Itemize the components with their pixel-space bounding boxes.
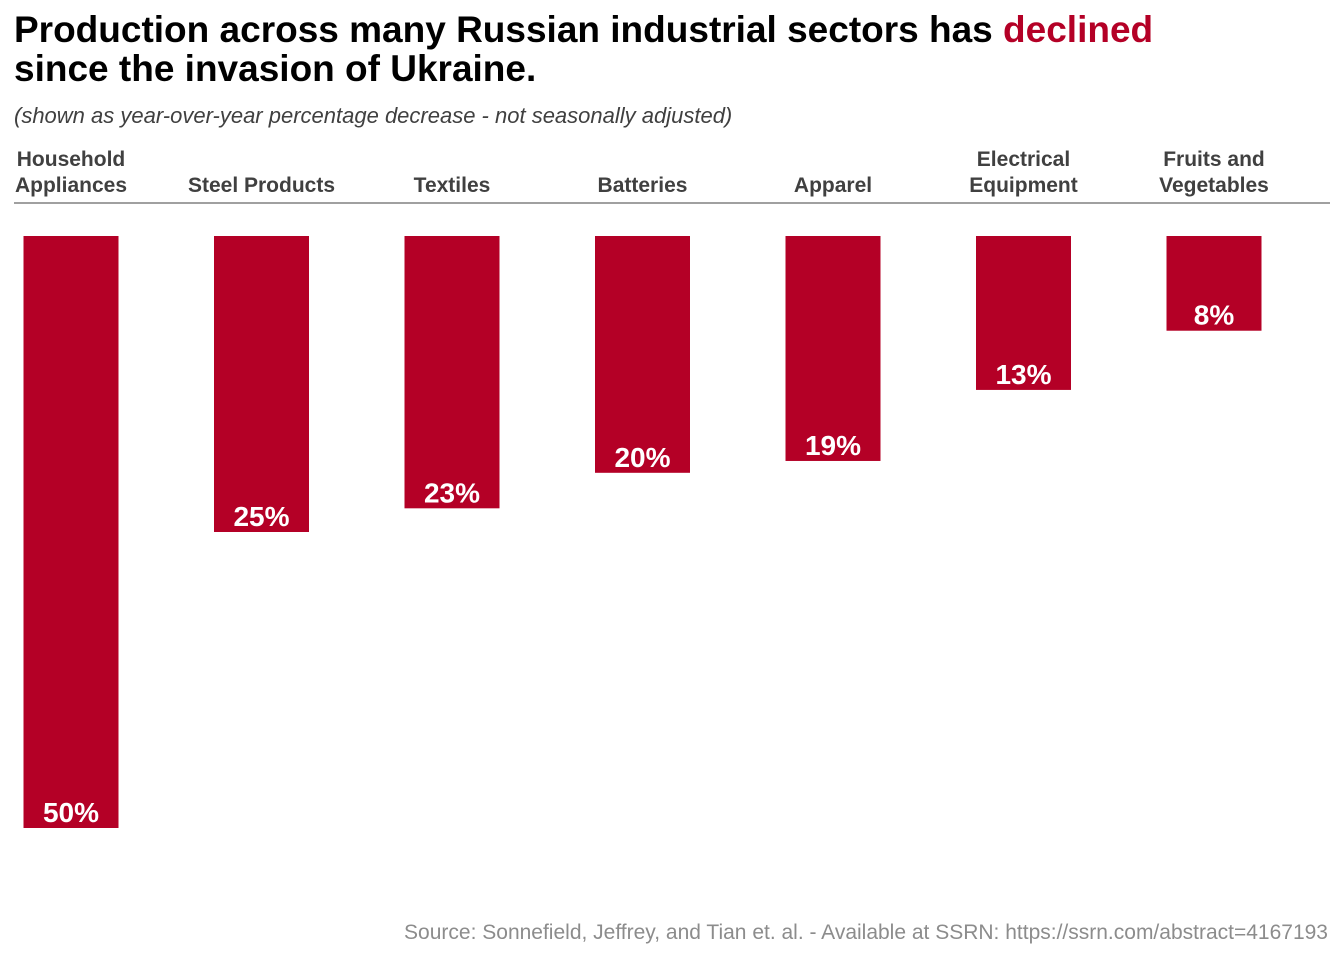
bar — [976, 236, 1071, 390]
category-label: Textiles — [414, 174, 491, 197]
bar — [214, 236, 309, 532]
source-note: Source: Sonnefield, Jeffrey, and Tian et… — [404, 921, 1328, 944]
chart-subtitle: (shown as year-over-year percentage decr… — [14, 103, 733, 128]
value-label: 50% — [43, 797, 99, 828]
bar — [1166, 236, 1262, 331]
category-label: Fruits and — [1163, 148, 1265, 171]
bar — [23, 236, 119, 828]
category-label: Batteries — [598, 174, 688, 197]
value-label: 13% — [995, 359, 1051, 390]
category-label: Steel Products — [188, 174, 335, 197]
title-part1: Production across many Russian industria… — [14, 9, 1004, 50]
value-label: 23% — [424, 477, 480, 508]
category-label: Vegetables — [1159, 174, 1269, 197]
title-part2: since the invasion of Ukraine. — [14, 48, 537, 89]
value-label: 19% — [805, 430, 861, 461]
bar-chart: Household Appliances 50% Steel Products 25% T… — [14, 148, 1330, 828]
category-label: Equipment — [969, 174, 1078, 197]
category-label: Apparel — [794, 174, 872, 197]
value-label: 20% — [614, 442, 670, 473]
value-label: 8% — [1194, 300, 1235, 331]
category-label: Electrical — [977, 148, 1070, 171]
bar — [595, 236, 690, 473]
chart-title: Production across many Russian industria… — [14, 10, 1334, 88]
category-label: Household — [17, 148, 126, 171]
title-accent: declined — [1003, 9, 1154, 50]
value-label: 25% — [233, 501, 289, 532]
bar — [404, 236, 500, 509]
category-label: Appliances — [15, 174, 127, 197]
bar — [785, 236, 881, 461]
